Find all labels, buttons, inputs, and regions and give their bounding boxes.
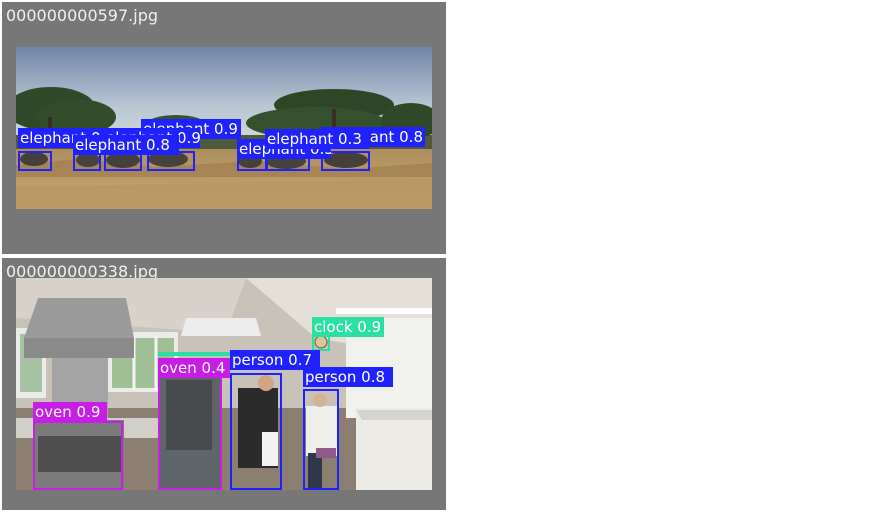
detection-label-edge (158, 352, 232, 356)
elephant-detection-box (18, 151, 52, 171)
image-filename: 000000000597.jpg (6, 6, 158, 25)
detection-image: clock 0.9 oven 0.4 person 0.7 person 0.8… (16, 278, 432, 490)
detection-label: oven 0.4 (158, 358, 230, 378)
detection-label: elephant 0.3 (265, 129, 369, 149)
oven-detection-box (33, 421, 123, 490)
detection-image: elephant 0.9 elephant 0.9 elephant 0.9 e… (16, 47, 432, 209)
image-filename: 000000000338.jpg (6, 262, 158, 281)
prediction-panel-1: 000000000597.jpg (2, 2, 446, 254)
detection-label: oven 0.9 (33, 402, 107, 422)
oven-detection-box (158, 368, 222, 490)
person-detection-box (230, 373, 282, 490)
person-detection-box (303, 389, 339, 490)
detection-label: person 0.8 (303, 367, 393, 387)
prediction-panel-2: 000000000338.jpg (2, 258, 446, 510)
elephant-detection-box (321, 151, 370, 171)
detection-label: elephant 0.8 (73, 135, 179, 155)
detection-label: person 0.7 (230, 350, 320, 370)
detection-label: clock 0.9 (312, 317, 384, 337)
